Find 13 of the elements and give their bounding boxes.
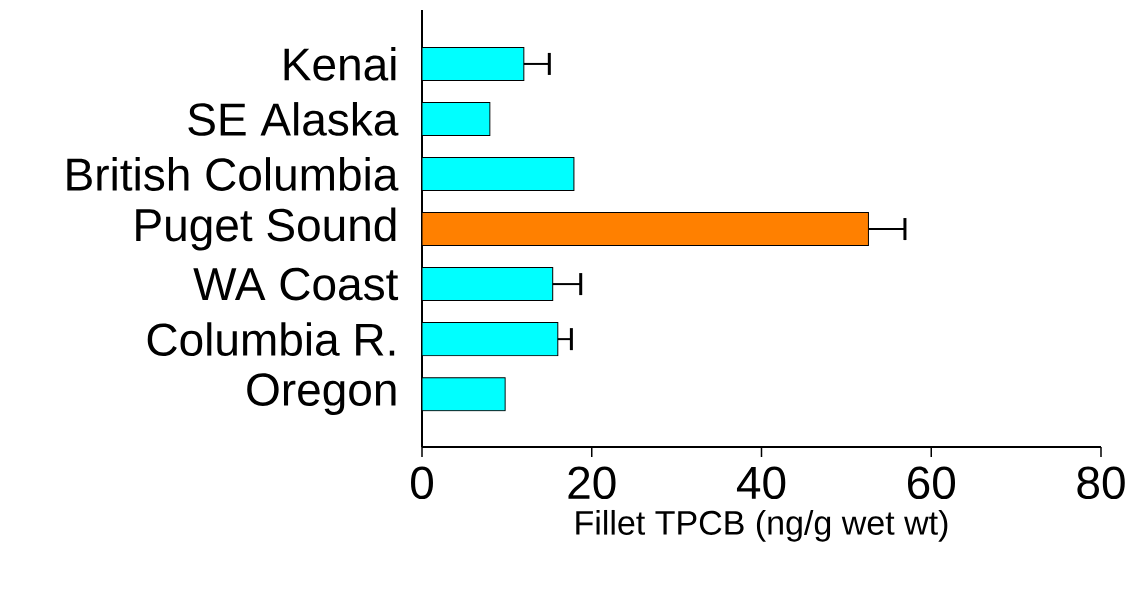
y-tick-label: SE Alaska	[188, 102, 399, 136]
x-tick-label: 60	[908, 466, 956, 500]
x-axis-title: Fillet TPCB (ng/g wet wt)	[576, 509, 948, 542]
y-tick-label: Puget Sound	[136, 207, 396, 251]
y-tick-label: Columbia R.	[147, 322, 395, 357]
x-tick-label: 40	[736, 466, 786, 500]
y-tick-label: Oregon	[247, 373, 396, 415]
x-tick-label: 80	[1077, 466, 1125, 500]
y-tick-label: Kenai	[284, 47, 396, 81]
x-tick-label: 20	[568, 466, 616, 500]
x-tick-label: 0	[411, 466, 433, 500]
y-tick-label: British Columbia	[67, 157, 399, 191]
y-tick-label: WA Coast	[193, 267, 399, 301]
